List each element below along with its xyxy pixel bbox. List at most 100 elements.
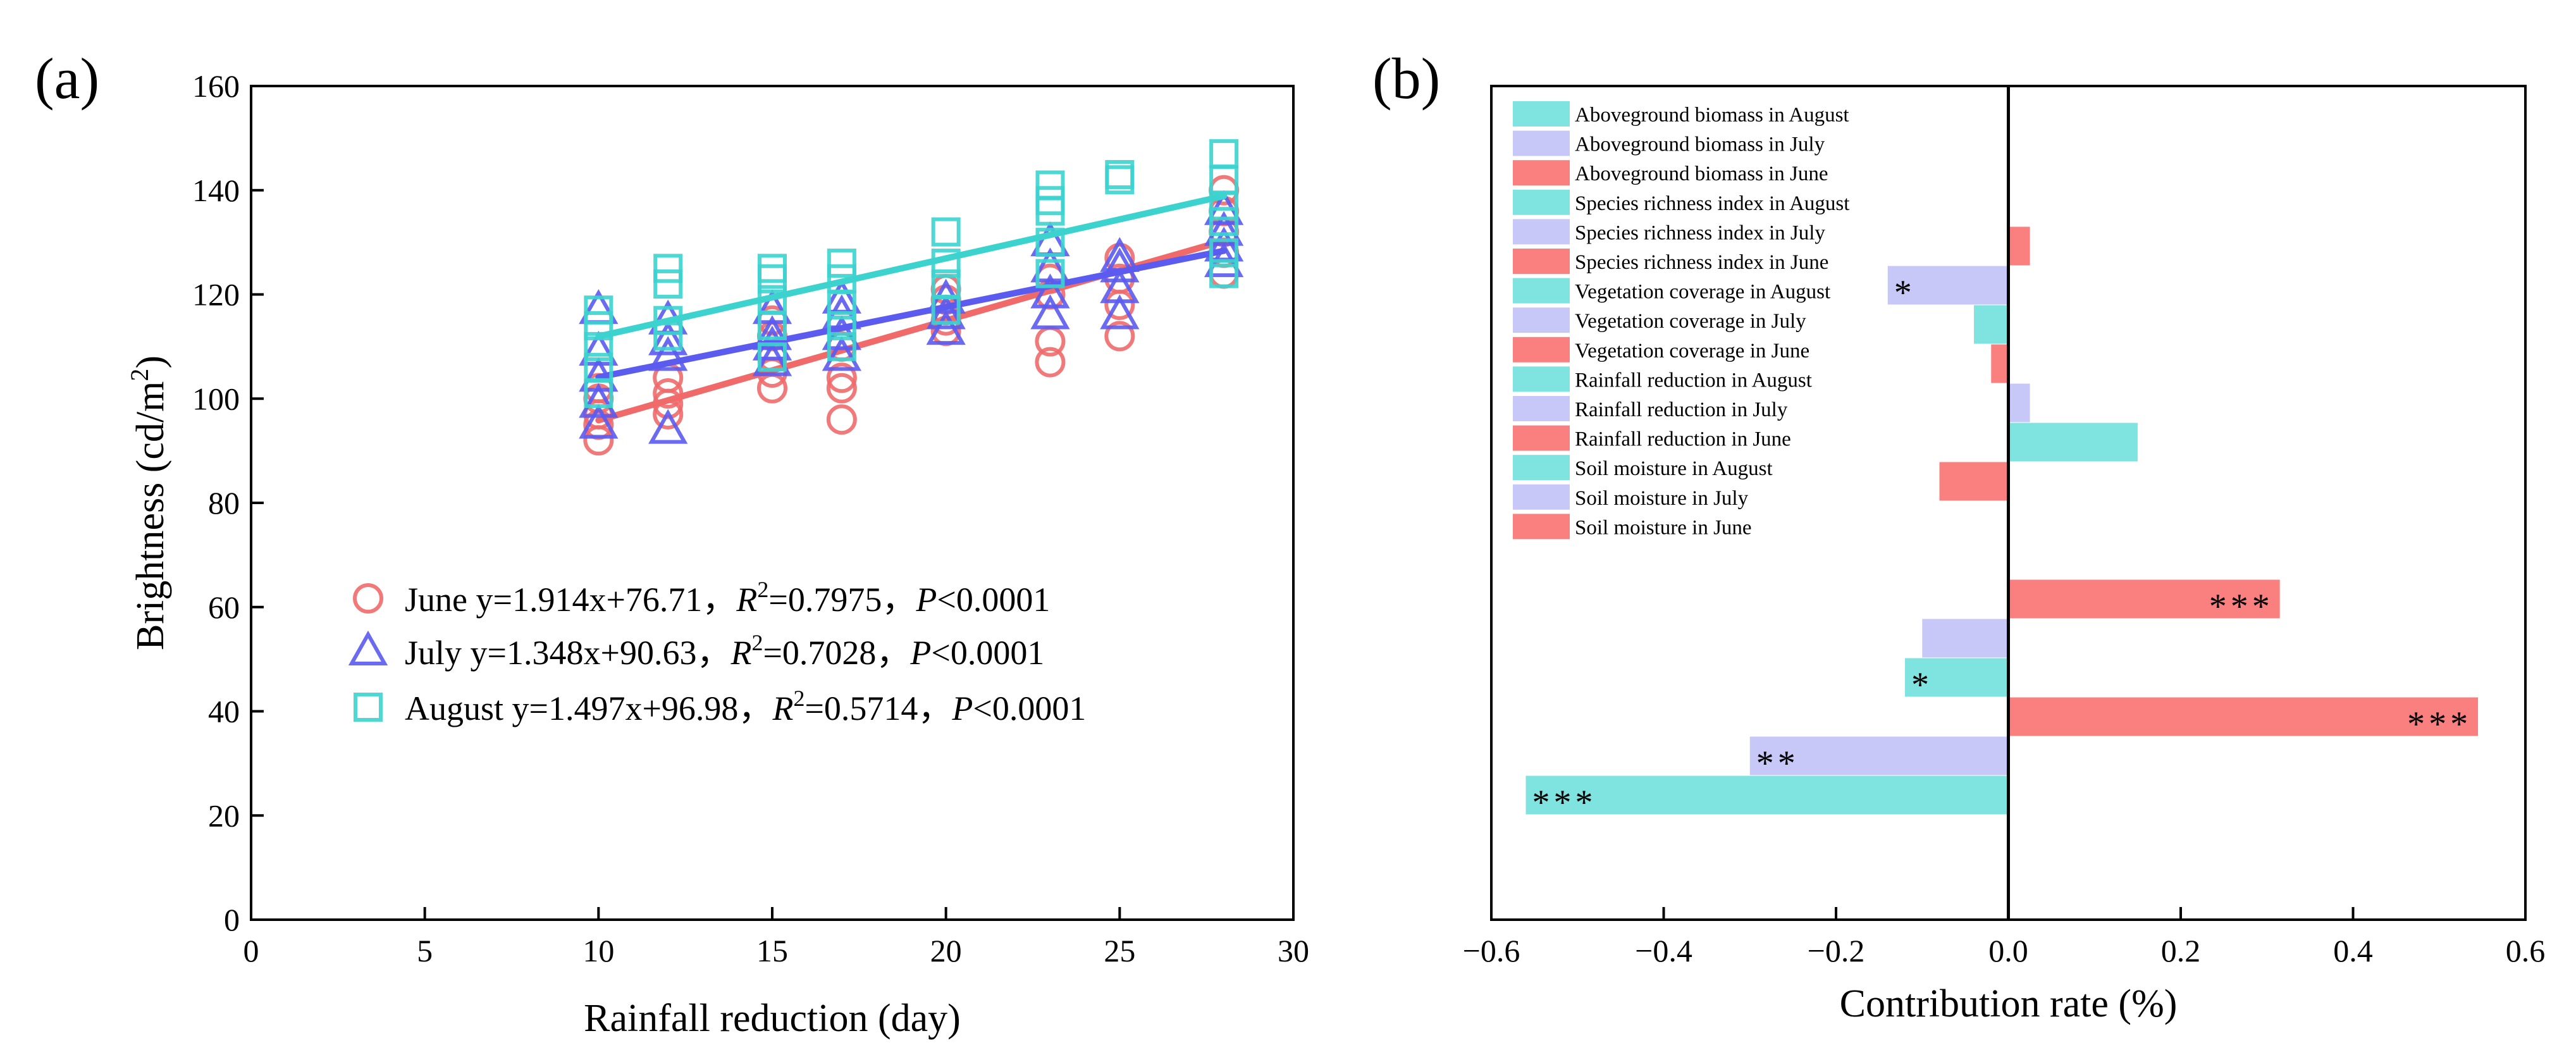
legend-entry: Species richness index in July bbox=[1575, 221, 1825, 244]
x-axis-label: Contribution rate (%) bbox=[1840, 982, 2178, 1025]
significance-label: *** bbox=[1532, 783, 1597, 822]
data-point bbox=[827, 331, 856, 361]
legend-entry: Aboveground biomass in June bbox=[1575, 163, 1828, 185]
legend-marker bbox=[353, 583, 383, 614]
bar bbox=[1991, 344, 2009, 383]
bar bbox=[1974, 305, 2009, 344]
legend-marker bbox=[348, 630, 388, 665]
x-tick-label: −0.6 bbox=[1463, 933, 1520, 968]
x-tick-label: 0.2 bbox=[2161, 933, 2201, 968]
x-tick-label: 0.6 bbox=[2506, 933, 2546, 968]
significance-label: *** bbox=[2209, 587, 2274, 626]
fit-line-july bbox=[595, 247, 1228, 381]
bar bbox=[1905, 658, 2009, 697]
legend-entry: Vegetation coverage in June bbox=[1575, 340, 1809, 362]
y-tick-label: 160 bbox=[192, 68, 240, 104]
bar bbox=[2008, 226, 2030, 266]
y-tick-label: 80 bbox=[208, 485, 240, 521]
legend-entry: Aboveground biomass in August bbox=[1575, 104, 1849, 127]
data-point bbox=[1035, 259, 1065, 288]
plot-frame bbox=[250, 85, 1295, 921]
data-point bbox=[1209, 259, 1239, 288]
data-point bbox=[822, 336, 862, 371]
fit-line-august bbox=[595, 192, 1228, 340]
data-point bbox=[1035, 347, 1066, 378]
y-tick-label: 40 bbox=[208, 694, 240, 729]
data-point bbox=[826, 373, 857, 404]
legend-swatch bbox=[1513, 484, 1570, 510]
x-tick-label: 0.0 bbox=[1988, 933, 2028, 968]
x-tick-label: 10 bbox=[582, 933, 614, 968]
legend-entry: Soil moisture in June bbox=[1575, 516, 1752, 539]
bar-chart: −0.6 −0.4 −0.2 0.0 0.2 0.4 0.6 Contribution rat… bbox=[1463, 85, 2546, 1025]
legend-swatch bbox=[1513, 307, 1570, 333]
legend-entry: Species richness index in June bbox=[1575, 251, 1828, 274]
data-point bbox=[1035, 186, 1065, 216]
legend-entry: Species richness index in August bbox=[1575, 192, 1849, 215]
data-point bbox=[648, 409, 688, 444]
data-point bbox=[752, 289, 792, 324]
data-point bbox=[826, 404, 857, 435]
data-point bbox=[1204, 211, 1244, 246]
data-point bbox=[1100, 247, 1140, 283]
data-point bbox=[579, 331, 619, 366]
data-point bbox=[931, 269, 961, 299]
series-august bbox=[584, 139, 1239, 409]
x-tick-label: 20 bbox=[930, 933, 962, 968]
data-point bbox=[1035, 170, 1065, 200]
panel-b-label: (b) bbox=[1372, 46, 1440, 111]
legend-swatch bbox=[1513, 189, 1570, 215]
legend-swatch bbox=[1513, 514, 1570, 540]
legend-entry: August y=1.497x+96.98，R2=0.5714，P<0.0001 bbox=[405, 686, 1086, 727]
x-tick-label: 5 bbox=[417, 933, 433, 968]
bar bbox=[2008, 423, 2138, 462]
data-point bbox=[584, 352, 613, 382]
panel-a-label: (a) bbox=[35, 46, 99, 111]
legend-swatch bbox=[1513, 278, 1570, 304]
y-tick-label: 100 bbox=[192, 381, 240, 416]
data-point bbox=[1030, 294, 1070, 330]
data-point bbox=[1035, 228, 1065, 257]
legend-swatch bbox=[1513, 366, 1570, 392]
bar bbox=[1887, 266, 2009, 305]
x-axis-label: Rainfall reduction (day) bbox=[584, 997, 961, 1040]
data-point bbox=[1030, 247, 1070, 283]
legend: Aboveground biomass in August Aboveground… bbox=[1513, 101, 1849, 540]
y-axis-label: Brightness (cd/m2) bbox=[125, 355, 172, 650]
data-point bbox=[758, 342, 787, 372]
data-point bbox=[584, 295, 613, 325]
legend-entry: Aboveground biomass in July bbox=[1575, 133, 1825, 156]
legend-swatch bbox=[1513, 130, 1570, 156]
data-point bbox=[653, 269, 683, 299]
x-tick-label: 0.4 bbox=[2333, 933, 2373, 968]
bar bbox=[2008, 697, 2479, 736]
legend-swatch bbox=[1513, 396, 1570, 421]
data-point bbox=[583, 425, 614, 456]
bar bbox=[1749, 736, 2009, 775]
legend-swatch bbox=[1513, 160, 1570, 186]
x-tick-label: 30 bbox=[1278, 933, 1309, 968]
data-point bbox=[1030, 273, 1070, 309]
data-point bbox=[1209, 238, 1239, 268]
data-point bbox=[758, 254, 787, 283]
legend-entry: Soil moisture in July bbox=[1575, 487, 1749, 510]
y-tick-label: 140 bbox=[192, 173, 240, 208]
x-tick-label: 0 bbox=[243, 933, 259, 968]
legend: June y=1.914x+76.71，R2=0.7975，P<0.0001 Ju… bbox=[348, 577, 1086, 727]
y-tick-label: 20 bbox=[208, 798, 240, 833]
data-point bbox=[827, 249, 856, 278]
significance-label: ** bbox=[1756, 744, 1799, 783]
data-point bbox=[752, 315, 792, 350]
data-point bbox=[826, 362, 857, 393]
data-point bbox=[931, 217, 961, 247]
legend-swatch bbox=[1513, 455, 1570, 481]
y-tick-label: 60 bbox=[208, 590, 240, 625]
data-point bbox=[648, 320, 688, 355]
significance-label: *** bbox=[2407, 705, 2472, 744]
bar bbox=[2008, 383, 2030, 423]
legend-entry: Soil moisture in August bbox=[1575, 457, 1773, 480]
legend-swatch bbox=[1513, 219, 1570, 245]
data-point bbox=[827, 311, 856, 340]
data-point bbox=[1209, 139, 1239, 169]
